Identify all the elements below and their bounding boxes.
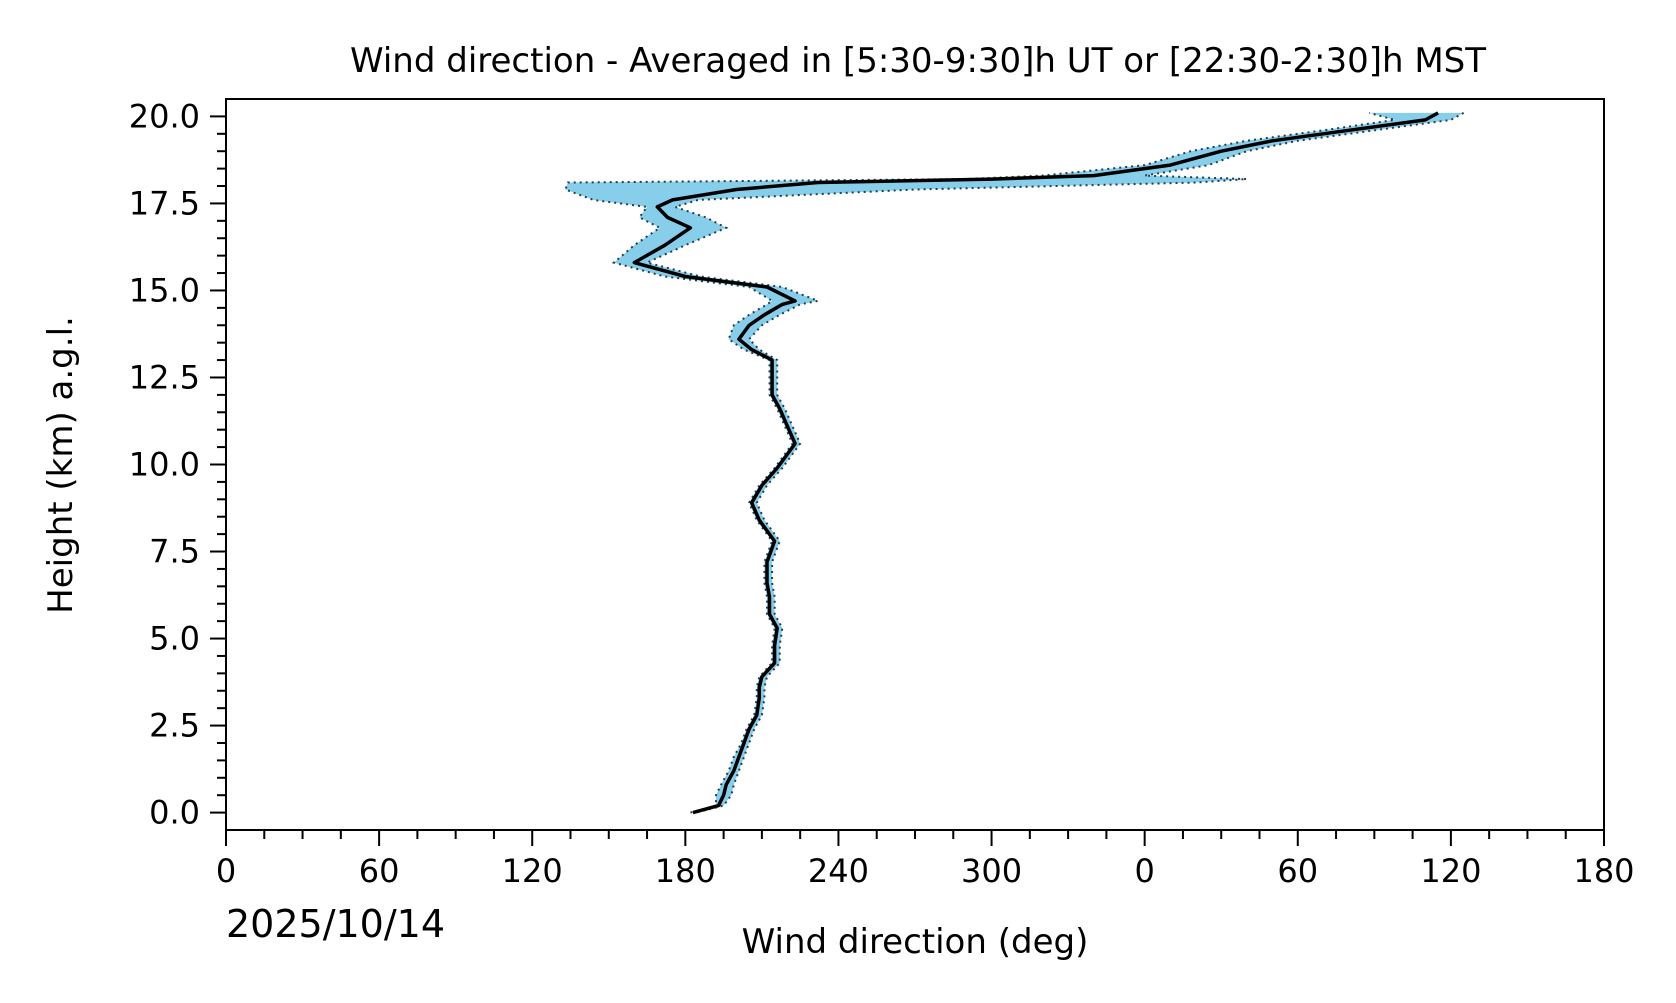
y-tick-label: 7.5: [149, 533, 200, 571]
mean-line-layer: [632, 111, 1439, 815]
x-tick-label: 180: [655, 852, 716, 890]
y-axis-ticks: 0.0 2.5 5.0 7.5 10.0 12.5 15.0 17.5 20.0: [129, 97, 226, 832]
x-axis-ticks: 0 60 120 180 240 300 0 60 120 180: [216, 830, 1635, 890]
x-tick-label: 120: [1420, 852, 1481, 890]
x-tick-label: 0: [216, 852, 236, 890]
y-tick-label: 10.0: [129, 446, 200, 484]
std-band-layer: [564, 111, 1465, 814]
y-tick-label: 17.5: [129, 184, 200, 222]
x-tick-label: 300: [961, 852, 1022, 890]
y-tick-label: 5.0: [149, 620, 200, 658]
y-tick-label: 15.0: [129, 271, 200, 309]
x-axis-label: Wind direction (deg): [742, 922, 1089, 962]
plot-frame: [225, 98, 1605, 831]
mean-wind-direction-line: [632, 111, 1439, 815]
date-label: 2025/10/14: [226, 902, 445, 946]
std-band-fill: [565, 112, 1464, 813]
std-band-upper-edge: [644, 112, 1465, 814]
x-tick-label: 240: [808, 852, 869, 890]
y-tick-label: 0.0: [149, 794, 200, 832]
x-tick-label: 60: [359, 852, 400, 890]
x-tick-label: 120: [502, 852, 563, 890]
x-tick-label: 180: [1573, 852, 1634, 890]
y-axis-label: Height (km) a.g.l.: [41, 316, 81, 614]
y-tick-label: 20.0: [129, 97, 200, 135]
y-tick-label: 12.5: [129, 358, 200, 396]
y-tick-label: 2.5: [149, 707, 200, 745]
chart-title: Wind direction - Averaged in [5:30-9:30]…: [350, 41, 1486, 81]
x-tick-label: 60: [1277, 852, 1318, 890]
x-tick-label: 0: [1134, 852, 1154, 890]
